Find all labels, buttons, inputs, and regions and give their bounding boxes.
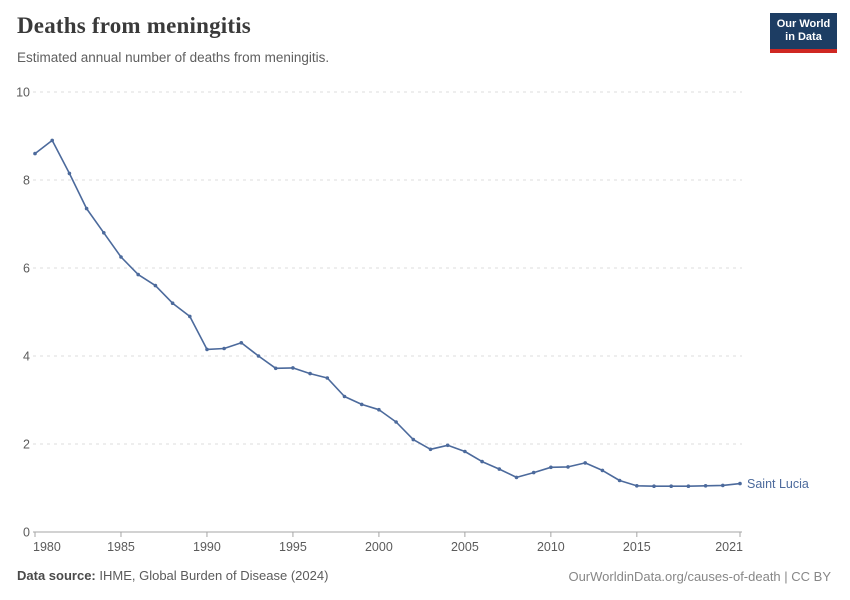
y-tick-label: 8 (23, 174, 30, 188)
data-point (273, 366, 278, 371)
data-point (635, 484, 639, 488)
data-point (480, 459, 484, 464)
y-tick-label: 10 (16, 86, 30, 100)
data-point (549, 465, 553, 470)
x-tick-label: 2000 (365, 540, 393, 554)
data-point (583, 461, 587, 465)
y-tick-label: 0 (23, 526, 30, 540)
data-point (377, 407, 381, 412)
data-point (84, 206, 89, 211)
x-tick-label: 1995 (279, 540, 307, 554)
x-tick-label: 2021 (715, 540, 743, 554)
x-tick-label: 1980 (33, 540, 61, 554)
data-point (703, 484, 708, 488)
data-point (325, 376, 330, 380)
data-point (394, 420, 398, 424)
data-point (738, 481, 742, 486)
data-point (342, 394, 347, 399)
data-point (102, 231, 106, 235)
data-point (411, 437, 416, 442)
data-point (256, 354, 261, 358)
y-tick-label: 4 (23, 350, 30, 364)
data-point (67, 171, 72, 176)
y-tick-label: 2 (23, 438, 30, 452)
x-tick-label: 2010 (537, 540, 565, 554)
data-point (50, 138, 54, 143)
series-line (34, 139, 741, 487)
data-point (617, 478, 622, 483)
data-point (669, 484, 673, 489)
data-point (652, 484, 656, 489)
x-tick-label: 1985 (107, 540, 135, 554)
chart-subtitle: Estimated annual number of deaths from m… (17, 50, 330, 65)
owid-logo-line1: Our World (776, 18, 831, 30)
credit-link[interactable]: OurWorldinData.org/causes-of-death | CC … (568, 569, 831, 584)
data-point (686, 484, 691, 489)
data-source-text: IHME, Global Burden of Disease (2024) (95, 568, 329, 583)
data-point (170, 301, 175, 306)
data-point (205, 347, 209, 352)
data-source-note: Data source: IHME, Global Burden of Dise… (17, 568, 328, 583)
data-point (463, 449, 467, 454)
data-source-label: Data source: (17, 568, 96, 583)
data-point (566, 465, 570, 469)
data-point (136, 272, 140, 277)
y-tick-label: 6 (23, 262, 30, 276)
x-tick-label: 2005 (451, 540, 479, 554)
data-point (445, 443, 450, 448)
chart-title: Deaths from meningitis (17, 13, 251, 38)
data-point (239, 341, 244, 345)
x-tick-label: 1990 (193, 540, 221, 554)
data-point (721, 483, 725, 488)
data-point (291, 366, 295, 370)
data-point (359, 402, 364, 407)
data-point (497, 467, 502, 471)
data-point (188, 314, 192, 319)
data-point (119, 255, 123, 259)
data-point (308, 371, 312, 376)
data-point (428, 447, 433, 452)
x-tick-label: 2015 (623, 540, 651, 554)
data-point (222, 346, 226, 351)
data-point (514, 475, 519, 480)
owid-logo[interactable]: Our World in Data (770, 13, 837, 54)
data-point (600, 468, 605, 473)
owid-logo-line2: in Data (785, 31, 822, 44)
data-point (153, 283, 158, 288)
series-end-label: Saint Lucia (747, 477, 809, 491)
data-point (33, 151, 37, 156)
data-point (531, 470, 536, 475)
